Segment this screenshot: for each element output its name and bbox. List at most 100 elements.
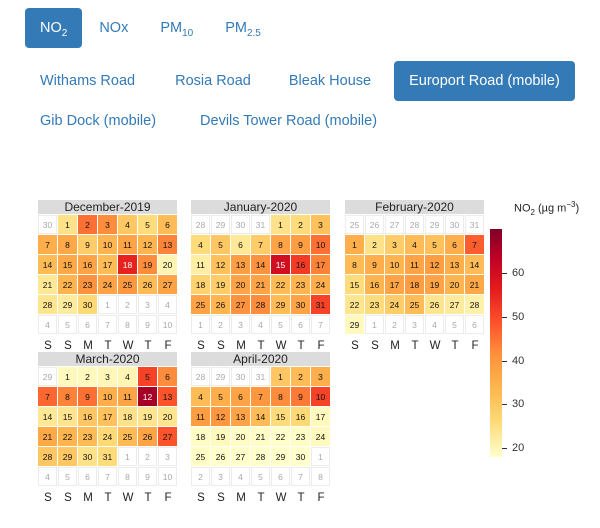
calendar-day[interactable]: 22 — [58, 427, 77, 446]
calendar-day[interactable]: 19 — [211, 275, 230, 294]
calendar-day[interactable]: 11 — [118, 235, 137, 254]
pollutant-tab-2[interactable]: PM10 — [145, 8, 208, 48]
calendar-day[interactable]: 6 — [231, 387, 250, 406]
calendar-day[interactable]: 3 — [385, 235, 404, 254]
site-tab-3[interactable]: Europort Road (mobile) — [394, 61, 575, 101]
calendar-day[interactable]: 3 — [98, 215, 117, 234]
calendar-day[interactable]: 26 — [138, 275, 157, 294]
calendar-day[interactable]: 30 — [78, 447, 97, 466]
calendar-day[interactable]: 15 — [271, 255, 290, 274]
calendar-day[interactable]: 10 — [385, 255, 404, 274]
calendar-day[interactable]: 13 — [445, 255, 464, 274]
calendar-day[interactable]: 27 — [445, 295, 464, 314]
calendar-day[interactable]: 30 — [291, 295, 310, 314]
calendar-day[interactable]: 29 — [58, 447, 77, 466]
calendar-day[interactable]: 20 — [445, 275, 464, 294]
calendar-day[interactable]: 7 — [465, 235, 484, 254]
calendar-day[interactable]: 23 — [365, 295, 384, 314]
calendar-day[interactable]: 24 — [98, 427, 117, 446]
calendar-day[interactable]: 17 — [98, 407, 117, 426]
calendar-day[interactable]: 18 — [118, 407, 137, 426]
calendar-day[interactable]: 3 — [311, 367, 330, 386]
site-tab-2[interactable]: Bleak House — [274, 61, 386, 101]
calendar-day[interactable]: 7 — [38, 387, 57, 406]
calendar-day[interactable]: 17 — [311, 407, 330, 426]
calendar-day[interactable]: 23 — [78, 427, 97, 446]
calendar-day[interactable]: 17 — [311, 255, 330, 274]
calendar-day[interactable]: 9 — [365, 255, 384, 274]
calendar-day[interactable]: 18 — [118, 255, 137, 274]
calendar-day[interactable]: 2 — [78, 367, 97, 386]
calendar-day[interactable]: 28 — [251, 295, 270, 314]
calendar-day[interactable]: 26 — [211, 295, 230, 314]
calendar-day[interactable]: 27 — [158, 275, 177, 294]
calendar-day[interactable]: 9 — [291, 235, 310, 254]
calendar-day[interactable]: 6 — [445, 235, 464, 254]
calendar-day[interactable]: 18 — [405, 275, 424, 294]
calendar-day[interactable]: 5 — [211, 235, 230, 254]
pollutant-tab-1[interactable]: NOx — [84, 8, 143, 48]
calendar-day[interactable]: 10 — [311, 387, 330, 406]
calendar-day[interactable]: 16 — [78, 407, 97, 426]
site-tab-0[interactable]: Withams Road — [25, 61, 150, 101]
calendar-day[interactable]: 21 — [251, 275, 270, 294]
calendar-day[interactable]: 28 — [251, 447, 270, 466]
site-tab-row2-1[interactable]: Devils Tower Road (mobile) — [185, 101, 392, 141]
calendar-day[interactable]: 14 — [251, 255, 270, 274]
calendar-day[interactable]: 13 — [158, 387, 177, 406]
calendar-day[interactable]: 20 — [231, 275, 250, 294]
calendar-day[interactable]: 19 — [211, 427, 230, 446]
calendar-day[interactable]: 14 — [38, 407, 57, 426]
calendar-day[interactable]: 1 — [345, 235, 364, 254]
calendar-day[interactable]: 15 — [271, 407, 290, 426]
calendar-day[interactable]: 17 — [98, 255, 117, 274]
calendar-day[interactable]: 28 — [38, 295, 57, 314]
calendar-day[interactable]: 8 — [271, 387, 290, 406]
calendar-day[interactable]: 29 — [58, 295, 77, 314]
pollutant-tab-3[interactable]: PM2.5 — [210, 8, 276, 48]
calendar-day[interactable]: 15 — [58, 255, 77, 274]
calendar-day[interactable]: 12 — [425, 255, 444, 274]
calendar-day[interactable]: 31 — [98, 447, 117, 466]
calendar-day[interactable]: 29 — [345, 315, 364, 334]
calendar-day[interactable]: 27 — [231, 447, 250, 466]
calendar-day[interactable]: 18 — [191, 427, 210, 446]
calendar-day[interactable]: 11 — [191, 255, 210, 274]
calendar-day[interactable]: 26 — [211, 447, 230, 466]
site-tab-1[interactable]: Rosia Road — [160, 61, 266, 101]
calendar-day[interactable]: 25 — [118, 427, 137, 446]
calendar-day[interactable]: 4 — [405, 235, 424, 254]
calendar-day[interactable]: 23 — [291, 427, 310, 446]
calendar-day[interactable]: 29 — [271, 295, 290, 314]
calendar-day[interactable]: 30 — [291, 447, 310, 466]
calendar-day[interactable]: 8 — [58, 235, 77, 254]
calendar-day[interactable]: 6 — [231, 235, 250, 254]
calendar-day[interactable]: 22 — [345, 295, 364, 314]
calendar-day[interactable]: 11 — [405, 255, 424, 274]
calendar-day[interactable]: 22 — [58, 275, 77, 294]
calendar-day[interactable]: 2 — [291, 367, 310, 386]
calendar-day[interactable]: 23 — [291, 275, 310, 294]
calendar-day[interactable]: 31 — [311, 295, 330, 314]
calendar-day[interactable]: 24 — [311, 427, 330, 446]
calendar-day[interactable]: 4 — [191, 387, 210, 406]
calendar-day[interactable]: 19 — [138, 255, 157, 274]
calendar-day[interactable]: 4 — [191, 235, 210, 254]
calendar-day[interactable]: 16 — [291, 255, 310, 274]
calendar-day[interactable]: 14 — [251, 407, 270, 426]
site-tab-row2-0[interactable]: Gib Dock (mobile) — [25, 101, 171, 141]
calendar-day[interactable]: 12 — [138, 235, 157, 254]
calendar-day[interactable]: 28 — [465, 295, 484, 314]
calendar-day[interactable]: 25 — [405, 295, 424, 314]
calendar-day[interactable]: 2 — [78, 215, 97, 234]
calendar-day[interactable]: 15 — [345, 275, 364, 294]
calendar-day[interactable]: 8 — [58, 387, 77, 406]
calendar-day[interactable]: 20 — [158, 407, 177, 426]
calendar-day[interactable]: 16 — [291, 407, 310, 426]
calendar-day[interactable]: 28 — [38, 447, 57, 466]
calendar-day[interactable]: 9 — [291, 387, 310, 406]
calendar-day[interactable]: 22 — [271, 275, 290, 294]
calendar-day[interactable]: 13 — [158, 235, 177, 254]
calendar-day[interactable]: 8 — [271, 235, 290, 254]
calendar-day[interactable]: 26 — [425, 295, 444, 314]
